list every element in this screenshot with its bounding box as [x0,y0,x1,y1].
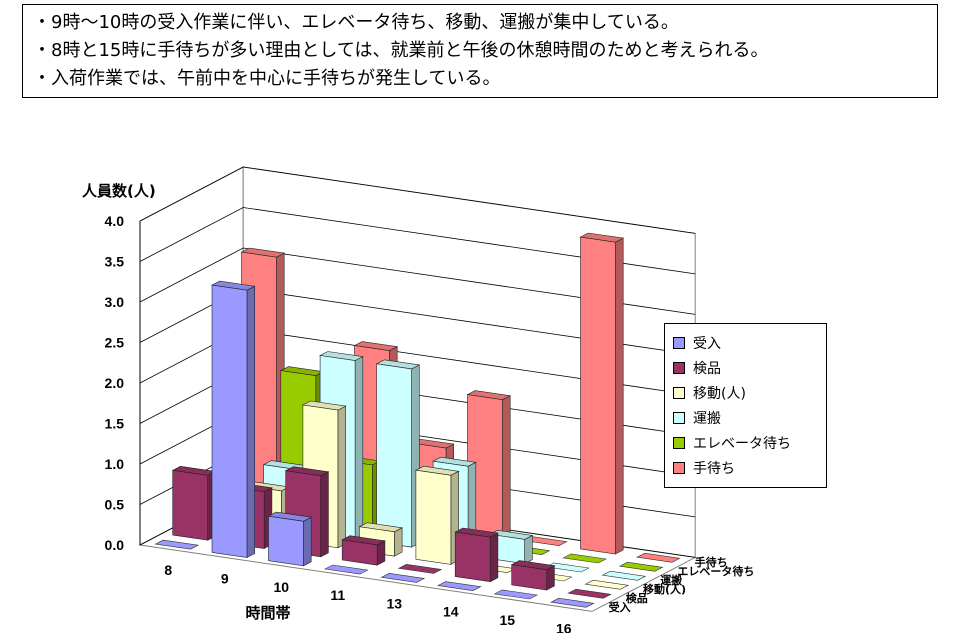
legend-swatch [673,361,685,374]
legend-label: 検品 [693,360,721,377]
bar [211,280,256,558]
legend-item: 受入 [673,330,826,355]
bar [380,572,426,583]
y-tick-label: 1.0 [105,456,125,472]
series-axis-label: 移動(人) [643,582,686,596]
legend-label: 手待ち [693,460,735,477]
bar [154,539,200,550]
legend-label: 移動(人) [693,385,746,402]
x-tick-label: 8 [164,562,172,578]
y-tick-label: 2.5 [105,335,125,351]
legend-swatch [673,436,685,449]
bar [414,465,460,565]
legend-swatch [673,461,685,474]
legend-item: エレベータ待ち [673,430,826,455]
x-tick-label: 9 [221,570,229,586]
legend-label: 運搬 [693,410,721,427]
legend-swatch [673,411,685,424]
x-tick-label: 16 [556,620,572,633]
y-tick-label: 2.0 [105,375,125,391]
bar [171,465,217,541]
gridline [139,207,696,275]
y-tick-label: 1.5 [105,416,125,432]
y-tick-label: 4.0 [105,213,125,229]
bar [601,570,647,581]
series-axis-label: 受入 [609,600,631,614]
bar [397,563,443,574]
series-axis-label: エレベータ待ち [677,564,754,578]
note-line: ・入荷作業では、午前中を中心に手待ちが発生している。 [33,68,501,89]
series-axis-label: 検品 [626,591,648,605]
legend-label: エレベータ待ち [693,435,791,452]
bar [618,561,664,572]
bar [584,579,630,590]
legend-item: 検品 [673,355,826,380]
legend-item: 運搬 [673,405,826,430]
bar [545,562,590,573]
legend-label: 受入 [693,335,721,352]
bar [375,359,421,548]
bar [437,581,482,592]
legend-item: 移動(人) [673,380,826,405]
y-tick-label: 3.0 [105,294,125,310]
x-tick-label: 15 [499,612,515,628]
gridline [139,166,696,234]
x-axis-title: 時間帯 [245,604,290,622]
legend: 受入検品移動(人) 運搬エレベータ待ち 手待ち [664,323,827,488]
note-line: ・8時と15時に手待ちが多い理由としては、就業前と午後の休憩時間のためと考えられ… [33,40,769,61]
x-tick-label: 10 [273,579,289,595]
y-axis-title: 人員数(人) [82,182,156,200]
bar [324,564,369,575]
series-axis-label: 運搬 [660,573,682,587]
gridline [139,247,696,315]
bar [454,527,499,583]
bar [510,560,556,591]
bar [267,511,313,567]
y-tick-label: 3.5 [105,254,125,270]
notes-box: ・9時～10時の受入作業に伴い、エレベータ待ち、移動、運搬が集中している。 ・8… [22,4,938,98]
bar [550,597,595,608]
chart-labels: 0.0 0.5 1.0 1.5 2.0 2.5 3.0 3.5 4.0 8 9 10 11 13 14 15 1… [82,182,754,633]
legend-swatch [673,336,685,349]
legend-swatch [673,386,685,399]
legend-item: 手待ち [673,455,826,480]
x-tick-label: 13 [386,595,402,611]
bar [562,553,607,564]
x-tick-label: 14 [443,604,459,620]
chart-bars [154,232,681,608]
bar [636,552,681,563]
bar [466,390,512,538]
bar [567,588,612,599]
series-axis-label: 手待ち [695,555,728,569]
note-line: ・9時～10時の受入作業に伴い、エレベータ待ち、移動、運搬が集中している。 [33,12,679,33]
bar [493,589,539,600]
bar [341,535,386,566]
bar [579,232,625,555]
y-tick-label: 0.0 [105,537,125,553]
y-tick-label: 0.5 [105,497,125,513]
x-tick-label: 11 [330,587,345,603]
bar [488,529,534,565]
